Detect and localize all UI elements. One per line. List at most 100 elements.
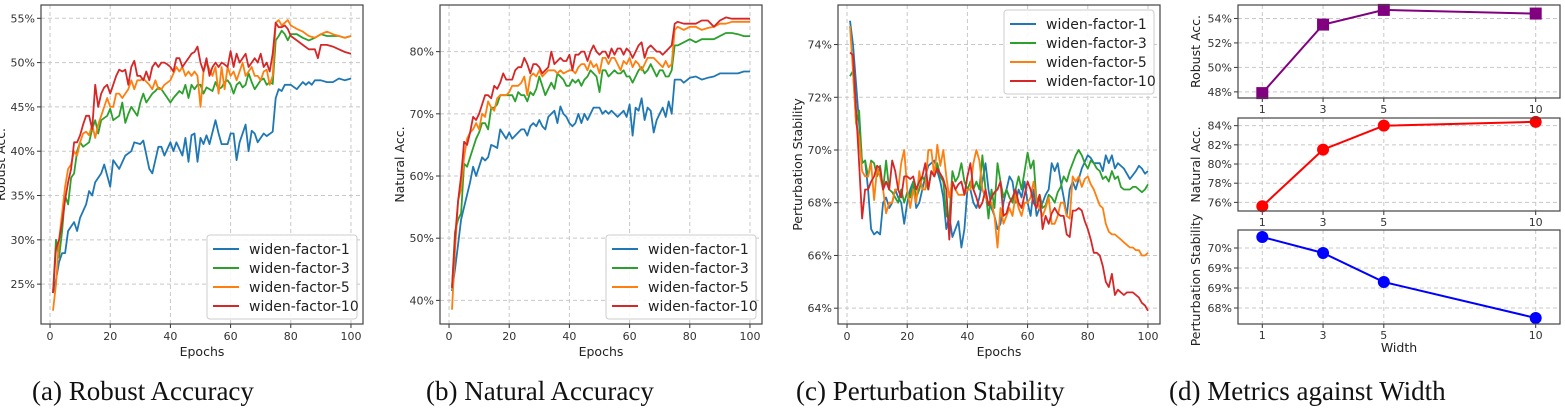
y-tick-label: 40% xyxy=(11,145,35,158)
x-tick-label: 20 xyxy=(502,330,516,343)
y-tick-label: 80% xyxy=(410,46,434,59)
x-tick-label: 5 xyxy=(1380,329,1387,342)
x-axis-label: Epochs xyxy=(180,344,225,359)
y-tick-label: 45% xyxy=(11,101,35,114)
series-line-natural xyxy=(1261,120,1536,207)
x-tick-label: 40 xyxy=(562,330,576,343)
y-tick-label: 70% xyxy=(1208,242,1232,255)
x-tick-label: 10 xyxy=(1529,103,1543,116)
axes-frame xyxy=(1237,229,1561,325)
x-tick-label: 3 xyxy=(1320,216,1327,229)
series-line-widen-factor-5 xyxy=(52,19,352,311)
subplot-natural: 1 3 5 10 76% 78% 80% 82% 84% Natural Acc. xyxy=(1188,115,1561,229)
legend-box xyxy=(206,234,358,320)
x-tick-label: 100 xyxy=(340,330,361,343)
legend-label: widen-factor-1 xyxy=(648,242,749,258)
x-tick-label: 1 xyxy=(1259,103,1266,116)
data-point xyxy=(1529,7,1542,20)
x-tick-label: 40 xyxy=(163,330,177,343)
x-axis-label: Epochs xyxy=(977,344,1022,359)
x-tick-label: 80 xyxy=(683,330,697,343)
x-tick-label: 1 xyxy=(1259,216,1266,229)
series-line-widen-factor-5 xyxy=(451,20,750,310)
chart-c: 0 20 40 60 80 100 64% 66% 68% 70% 72% 74% Epochs Pert… xyxy=(790,4,1161,359)
x-tick-label: 20 xyxy=(103,330,117,343)
y-tick-label: 52% xyxy=(1208,37,1232,50)
data-point xyxy=(1256,231,1269,243)
y-tick-label: 30% xyxy=(11,234,35,247)
series-line-widen-factor-3 xyxy=(849,70,1149,220)
legend-box xyxy=(1003,9,1155,95)
series-line-widen-factor-1 xyxy=(52,77,352,294)
x-tick-label: 20 xyxy=(900,330,914,343)
series-line-stability xyxy=(1262,236,1536,319)
x-tick-label: 5 xyxy=(1380,216,1387,229)
y-tick-label: 78% xyxy=(1208,177,1232,190)
data-point xyxy=(1529,312,1542,324)
y-tick-label: 70% xyxy=(410,108,434,121)
y-tick-label: 80% xyxy=(1208,158,1232,171)
series-line-widen-factor-5 xyxy=(849,26,1149,257)
x-tick-label: 80 xyxy=(1081,330,1095,343)
x-tick-label: 100 xyxy=(1137,330,1158,343)
data-point xyxy=(1317,18,1330,31)
chart-d: 1 3 5 10 48% 50% 52% 54% Robust Acc. 1 3 5 10 76% 78% 8… xyxy=(1188,3,1561,355)
y-axis-label: Perturbation Stability xyxy=(790,98,805,231)
legend: widen-factor-1 widen-factor-3 widen-factor… xyxy=(206,234,359,320)
legend-label: widen-factor-3 xyxy=(1046,36,1147,52)
axes-frame xyxy=(1237,117,1561,212)
x-axis-label: Epochs xyxy=(579,344,624,359)
legend-label: widen-factor-3 xyxy=(249,261,350,277)
x-tick-label: 0 xyxy=(844,330,851,343)
caption-a: (a) Robust Accuracy xyxy=(32,376,254,406)
legend-label: widen-factor-5 xyxy=(249,280,350,296)
y-tick-label: 69% xyxy=(1208,262,1232,275)
legend-label: widen-factor-1 xyxy=(1046,17,1147,33)
y-axis-label: Natural Acc. xyxy=(392,126,407,202)
y-tick-label: 40% xyxy=(410,294,434,307)
legend-box xyxy=(605,234,757,320)
x-tick-label: 10 xyxy=(1529,216,1543,229)
data-point xyxy=(1377,276,1390,288)
y-axis-label: Robust Acc. xyxy=(0,128,8,201)
y-axis-label: Perturbation Stability xyxy=(1188,213,1203,346)
y-tick-label: 82% xyxy=(1208,139,1232,152)
x-tick-label: 5 xyxy=(1380,103,1387,116)
series-group xyxy=(451,16,750,310)
x-axis-label: Width xyxy=(1381,340,1417,355)
data-point xyxy=(1256,87,1269,100)
y-tick-label: 50% xyxy=(11,57,35,70)
x-tick-label: 60 xyxy=(623,330,637,343)
series-line-robust xyxy=(1261,8,1536,94)
y-tick-label: 48% xyxy=(1208,86,1232,99)
series-line-widen-factor-1 xyxy=(451,70,750,292)
legend-label: widen-factor-5 xyxy=(648,280,749,296)
y-tick-label: 70% xyxy=(808,144,832,157)
y-tick-label: 55% xyxy=(11,12,35,25)
y-tick-label: 25% xyxy=(11,278,35,291)
y-tick-label: 76% xyxy=(1208,196,1232,209)
legend-label: widen-factor-10 xyxy=(1046,74,1156,90)
chart-a: 0 20 40 60 80 100 25% 30% 35% 40% 45% 50% 55% Epochs R… xyxy=(0,4,364,359)
y-tick-label: 68% xyxy=(1208,302,1232,315)
y-tick-label: 50% xyxy=(410,232,434,245)
y-tick-label: 35% xyxy=(11,190,35,203)
y-tick-label: 74% xyxy=(808,39,832,52)
x-tick-label: 100 xyxy=(739,330,760,343)
axes-frame xyxy=(40,4,364,325)
y-tick-label: 84% xyxy=(1208,120,1232,133)
legend-label: widen-factor-5 xyxy=(1046,55,1147,71)
series-group xyxy=(849,20,1149,312)
x-tick-label: 60 xyxy=(1021,330,1035,343)
data-point xyxy=(1529,115,1542,128)
x-tick-label: 0 xyxy=(47,330,54,343)
subplot-stability: 1 3 5 10 68% 69% 69% 70% Perturbation Stability xyxy=(1188,213,1561,346)
y-axis-label: Natural Acc. xyxy=(1188,126,1203,202)
caption-c: (c) Perturbation Stability xyxy=(796,376,1065,406)
caption-b: (b) Natural Accuracy xyxy=(426,376,654,406)
axes-frame xyxy=(837,4,1161,325)
x-tick-label: 10 xyxy=(1529,329,1543,342)
y-tick-label: 72% xyxy=(808,91,832,104)
y-tick-label: 66% xyxy=(808,249,832,262)
y-tick-label: 68% xyxy=(808,197,832,210)
